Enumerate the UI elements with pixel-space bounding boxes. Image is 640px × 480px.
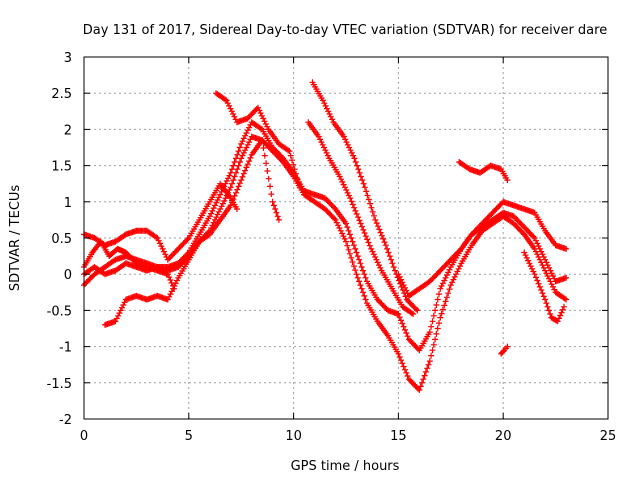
y-tick-label: -1.5	[47, 377, 72, 392]
y-tick-label: 1	[64, 196, 72, 211]
plus-markers	[498, 343, 511, 357]
plus-markers	[102, 137, 282, 328]
plus-markers	[456, 159, 511, 184]
series-track-k	[498, 343, 511, 357]
y-tick-label: 0.5	[51, 232, 72, 247]
x-tick-label: 25	[600, 429, 617, 444]
plus-markers	[213, 90, 303, 191]
series-track-i	[395, 198, 570, 299]
x-tick-labels: 0 5 10 15 20 25	[80, 429, 616, 444]
grid	[84, 57, 608, 419]
series-track-l	[521, 249, 567, 325]
plus-markers	[305, 119, 417, 317]
y-tick-label: 1.5	[51, 160, 72, 175]
y-tick-label: 2	[64, 123, 72, 138]
y-tick-labels: -2 -1.5 -1 -0.5 0 0.5 1 1.5 2 2.5 3	[47, 51, 72, 428]
series-track-f	[213, 90, 303, 191]
axis-ticks	[83, 56, 609, 420]
plus-markers	[521, 249, 567, 325]
chart-title: Day 131 of 2017, Sidereal Day-to-day VTE…	[83, 23, 607, 38]
series-track-e	[102, 137, 282, 328]
series-track-h	[309, 79, 421, 314]
x-tick-label: 15	[390, 429, 407, 444]
x-tick-label: 0	[80, 429, 88, 444]
plus-markers	[309, 79, 421, 314]
data-points	[81, 79, 570, 393]
y-axis-label: SDTVAR / TECUs	[8, 185, 23, 292]
y-tick-label: 2.5	[51, 87, 72, 102]
x-axis-label: GPS time / hours	[291, 459, 400, 474]
y-tick-label: -1	[59, 341, 72, 356]
series-track-d	[81, 133, 570, 393]
x-tick-label: 10	[285, 429, 302, 444]
x-tick-label: 20	[495, 429, 512, 444]
plus-markers	[395, 198, 570, 299]
y-tick-label: -2	[59, 413, 72, 428]
x-tick-label: 5	[185, 429, 193, 444]
y-tick-label: 0	[64, 268, 72, 283]
plus-markers	[81, 133, 570, 393]
y-tick-label: 3	[64, 51, 72, 66]
series-track-g	[305, 119, 417, 317]
series-track-j	[456, 159, 511, 184]
y-tick-label: -0.5	[47, 304, 72, 319]
